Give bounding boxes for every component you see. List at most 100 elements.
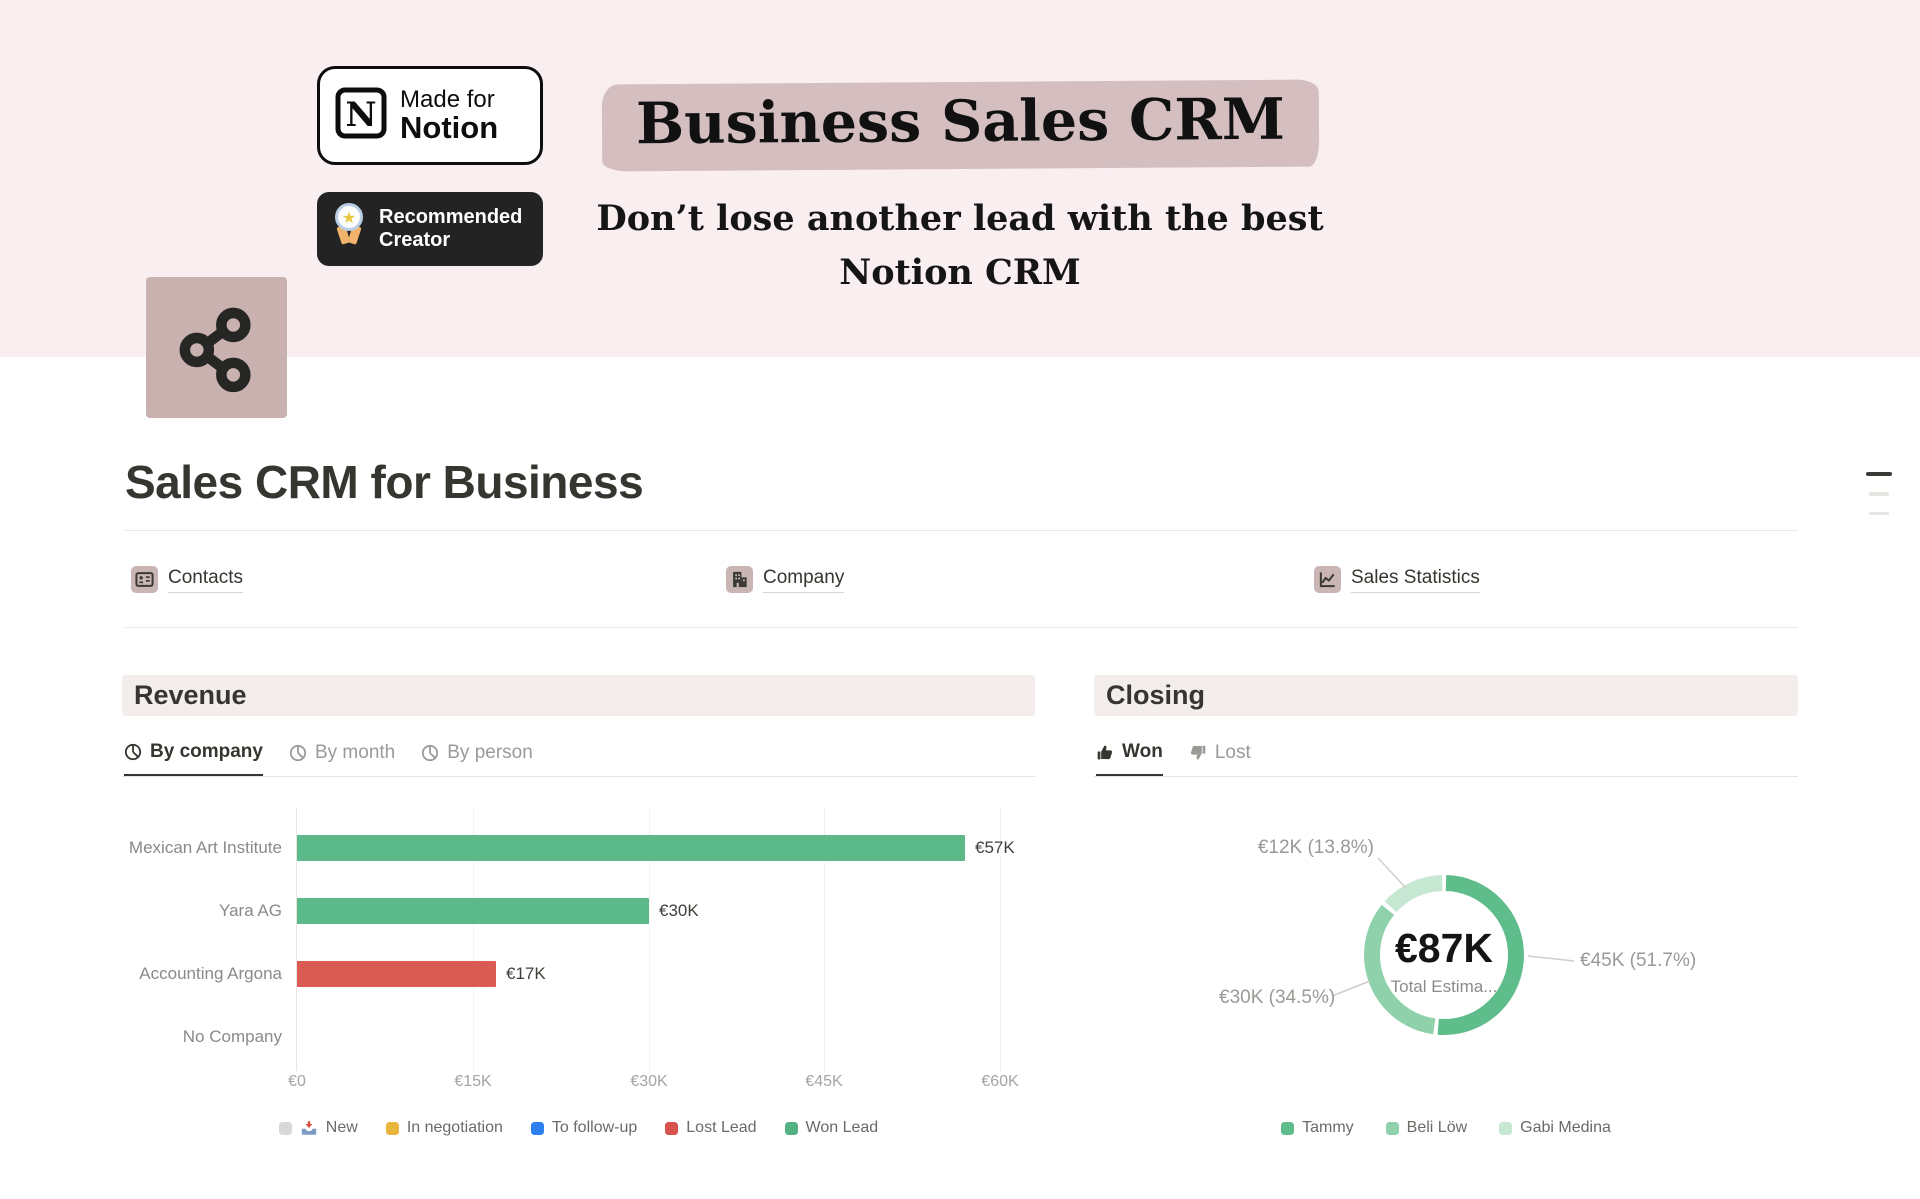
- color-swatch: [530, 1121, 544, 1135]
- tab-by-company[interactable]: By company: [124, 730, 263, 776]
- donut-center-value: €87K: [1394, 925, 1493, 971]
- color-swatch: [278, 1121, 292, 1135]
- tab-by-month[interactable]: By month: [289, 730, 395, 776]
- legend-label: Lost Lead: [686, 1119, 757, 1136]
- legend-item-in-negotiation[interactable]: In negotiation: [385, 1119, 503, 1137]
- legend-item-to-follow-up[interactable]: To follow-up: [530, 1119, 638, 1137]
- cover-subtitle-line2: Notion CRM: [839, 252, 1081, 293]
- donut-label-gabi: €12K (13.8%): [1257, 837, 1374, 858]
- toc-line: [1866, 472, 1892, 476]
- legend-item-lost-lead[interactable]: Lost Lead: [665, 1119, 757, 1137]
- x-tick-label: €0: [288, 1073, 306, 1090]
- tab-won[interactable]: Won: [1096, 730, 1163, 776]
- donut-slice-beli-low[interactable]: [1364, 875, 1524, 1035]
- cover-title: Business Sales CRM: [560, 79, 1360, 172]
- x-tick-label: €30K: [630, 1073, 668, 1090]
- pie-chart-icon: [289, 744, 307, 762]
- gridline: [1000, 808, 1001, 1071]
- thumbs-down-icon: [1190, 745, 1206, 760]
- legend-label: In negotiation: [406, 1119, 503, 1136]
- revenue-bar[interactable]: [297, 835, 965, 861]
- closing-section-header: Closing: [1094, 675, 1798, 716]
- toc-line: [1869, 511, 1889, 515]
- legend-label: To follow-up: [551, 1119, 638, 1136]
- divider: [125, 530, 1798, 531]
- donut-slice-tammy[interactable]: [1364, 875, 1524, 1035]
- tab-label: Lost: [1214, 742, 1251, 763]
- x-tick-label: €45K: [805, 1073, 843, 1090]
- tab-label: Won: [1122, 741, 1163, 762]
- nav-link-sales-statistics[interactable]: Sales Statistics: [1314, 566, 1480, 593]
- legend-item-gabi-medina[interactable]: Gabi Medina: [1499, 1119, 1611, 1137]
- color-swatch: [1281, 1121, 1295, 1135]
- legend-label: Tammy: [1302, 1119, 1354, 1136]
- bar-value-label: €17K: [506, 964, 546, 983]
- recommended-creator-text-top: Recommended: [379, 206, 523, 228]
- cover-subtitle-line1: Don’t lose another lead with the best: [596, 198, 1324, 239]
- tab-label: By company: [150, 741, 263, 762]
- building-icon: [726, 566, 753, 593]
- tab-lost[interactable]: Lost: [1189, 730, 1251, 776]
- share-network-icon[interactable]: [146, 277, 287, 418]
- recommended-creator-text-bottom: Creator: [379, 229, 451, 251]
- donut-chart: [1362, 873, 1526, 1037]
- legend-item-beli-low[interactable]: Beli Löw: [1385, 1119, 1468, 1137]
- category-label: Yara AG: [219, 901, 282, 920]
- x-tick-label: €15K: [454, 1073, 492, 1090]
- page-title: Sales CRM for Business: [125, 456, 644, 508]
- closing-legend: Tammy Beli Löw Gabi Medina: [1094, 1119, 1798, 1137]
- medal-icon: ★: [329, 202, 369, 257]
- thumbs-up-icon: [1097, 745, 1113, 760]
- revenue-section: Revenue By company By month: [122, 675, 1035, 1199]
- line-chart-icon: [1314, 566, 1341, 593]
- color-swatch: [1385, 1121, 1399, 1135]
- nav-link-company[interactable]: Company: [726, 566, 845, 593]
- nav-link-label: Sales Statistics: [1351, 567, 1480, 593]
- pie-chart-icon: [422, 744, 439, 762]
- legend-item-won-lead[interactable]: Won Lead: [784, 1119, 879, 1137]
- tab-label: By month: [314, 742, 396, 763]
- made-for-notion-text-top: Made for: [400, 85, 495, 113]
- category-label: Accounting Argona: [139, 964, 282, 983]
- bar-value-label: €57K: [975, 838, 1015, 857]
- gridline: [824, 808, 825, 1071]
- revenue-legend: New In negotiation To follow-up Lost Lea…: [122, 1119, 1035, 1137]
- closing-tabs: Won Lost: [1094, 730, 1798, 777]
- legend-item-tammy[interactable]: Tammy: [1281, 1119, 1354, 1137]
- recommended-creator-badge: ★ Recommended Creator: [317, 192, 543, 266]
- revenue-bar[interactable]: [297, 898, 649, 924]
- revenue-bar[interactable]: [297, 961, 496, 987]
- nav-link-label: Company: [763, 567, 845, 593]
- legend-item-new[interactable]: New: [278, 1119, 358, 1137]
- table-of-contents-indicator[interactable]: [1864, 472, 1894, 515]
- svg-text:N: N: [345, 95, 376, 135]
- legend-label: Beli Löw: [1406, 1119, 1468, 1136]
- cover-title-highlight: Business Sales CRM: [601, 79, 1319, 172]
- bar-value-label: €30K: [659, 901, 699, 920]
- made-for-notion-badge: N Made for Notion: [317, 66, 543, 165]
- notion-logo-icon: N: [334, 86, 388, 145]
- tab-label: By person: [447, 742, 533, 763]
- nav-link-contacts[interactable]: Contacts: [131, 566, 243, 593]
- color-swatch: [665, 1121, 679, 1135]
- legend-label: New: [325, 1119, 358, 1136]
- cover-image: N Made for Notion ★ Recommended Creator: [0, 0, 1920, 357]
- color-swatch: [784, 1121, 798, 1135]
- toc-line: [1869, 492, 1889, 496]
- svg-text:★: ★: [342, 208, 356, 227]
- x-tick-label: €60K: [981, 1073, 1019, 1090]
- revenue-tabs: By company By month By person: [122, 730, 1035, 777]
- closing-section: Closing Won Lost: [1094, 675, 1798, 1199]
- legend-label: Won Lead: [805, 1119, 879, 1136]
- legend-label: Gabi Medina: [1520, 1119, 1611, 1136]
- y-axis-line: [296, 808, 297, 1071]
- gridline: [473, 808, 474, 1071]
- donut-label-beli: €30K (34.5%): [1219, 987, 1336, 1008]
- category-label: No Company: [182, 1027, 282, 1046]
- tab-by-person[interactable]: By person: [421, 730, 533, 776]
- made-for-notion-text-bottom: Notion: [400, 109, 499, 145]
- category-label: Mexican Art Institute: [128, 838, 282, 857]
- color-swatch: [385, 1121, 399, 1135]
- color-swatch: [1499, 1121, 1513, 1135]
